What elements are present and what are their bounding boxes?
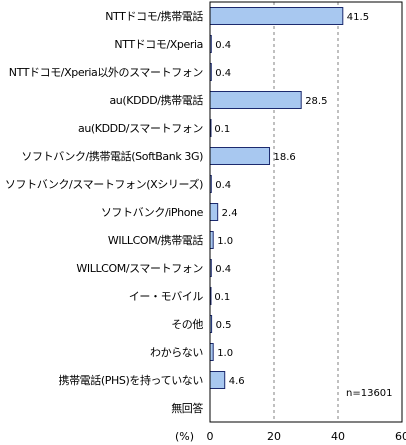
- value-label: 4.6: [229, 376, 245, 387]
- bar: [209, 203, 219, 221]
- category-label: NTTドコモ/Xperia以外のスマートフォン: [9, 66, 204, 79]
- category-label: au(KDDD/携帯電話: [109, 93, 203, 107]
- value-label: 0.5: [216, 320, 232, 331]
- category-label: わからない: [150, 346, 203, 359]
- x-axis-unit-label: (%): [175, 430, 194, 443]
- category-label: 携帯電話(PHS)を持っていない: [58, 373, 203, 387]
- value-label: 28.5: [305, 96, 327, 107]
- category-label: ソフトバンク/iPhone: [101, 206, 204, 219]
- category-label: NTTドコモ/Xperia: [114, 38, 203, 51]
- value-label: 18.6: [274, 152, 296, 163]
- x-tick-label: 0: [207, 430, 214, 443]
- value-label: 0.4: [215, 40, 231, 51]
- bar: [209, 147, 271, 165]
- category-label: 無回答: [171, 401, 203, 415]
- bar: [209, 371, 226, 389]
- value-label: 1.0: [217, 236, 233, 247]
- category-label: au(KDDD/スマートフォン: [78, 122, 203, 135]
- bars: [209, 7, 344, 389]
- value-label: 1.0: [217, 348, 233, 359]
- value-label: 0.4: [215, 180, 231, 191]
- category-label: WILLCOM/携帯電話: [108, 233, 204, 247]
- bar: [209, 91, 302, 109]
- category-label: ソフトバンク/携帯電話(SoftBank 3G): [21, 149, 203, 163]
- grid-lines: [273, 2, 339, 422]
- category-label: イー・モバイル: [129, 290, 204, 303]
- value-label: 0.1: [214, 292, 230, 303]
- category-label: NTTドコモ/携帯電話: [105, 9, 203, 23]
- value-label: 0.4: [215, 264, 231, 275]
- category-label: ソフトバンク/スマートフォン(Xシリーズ): [5, 177, 203, 191]
- value-label: 41.5: [347, 12, 369, 23]
- category-labels: NTTドコモ/携帯電話 NTTドコモ/Xperia NTTドコモ/Xperia以外の…: [5, 9, 204, 415]
- x-tick-label: 40: [331, 430, 345, 443]
- category-label: その他: [171, 318, 203, 331]
- value-label: 0.1: [214, 124, 230, 135]
- category-label: WILLCOM/スマートフォン: [76, 262, 203, 275]
- x-tick-labels: 0 20 40 60: [207, 430, 406, 443]
- x-tick-label: 20: [267, 430, 281, 443]
- sample-size-annotation: n=13601: [346, 388, 393, 399]
- x-tick-label: 60: [395, 430, 406, 443]
- value-label: 2.4: [222, 208, 238, 219]
- value-label: 0.4: [215, 68, 231, 79]
- value-labels: 41.5 0.4 0.4 28.5 0.1 18.6 0.4 2.4 1.0 0.4 0.1 0.5 1…: [214, 12, 369, 387]
- bar: [209, 7, 344, 25]
- plot-frame: [209, 1, 403, 423]
